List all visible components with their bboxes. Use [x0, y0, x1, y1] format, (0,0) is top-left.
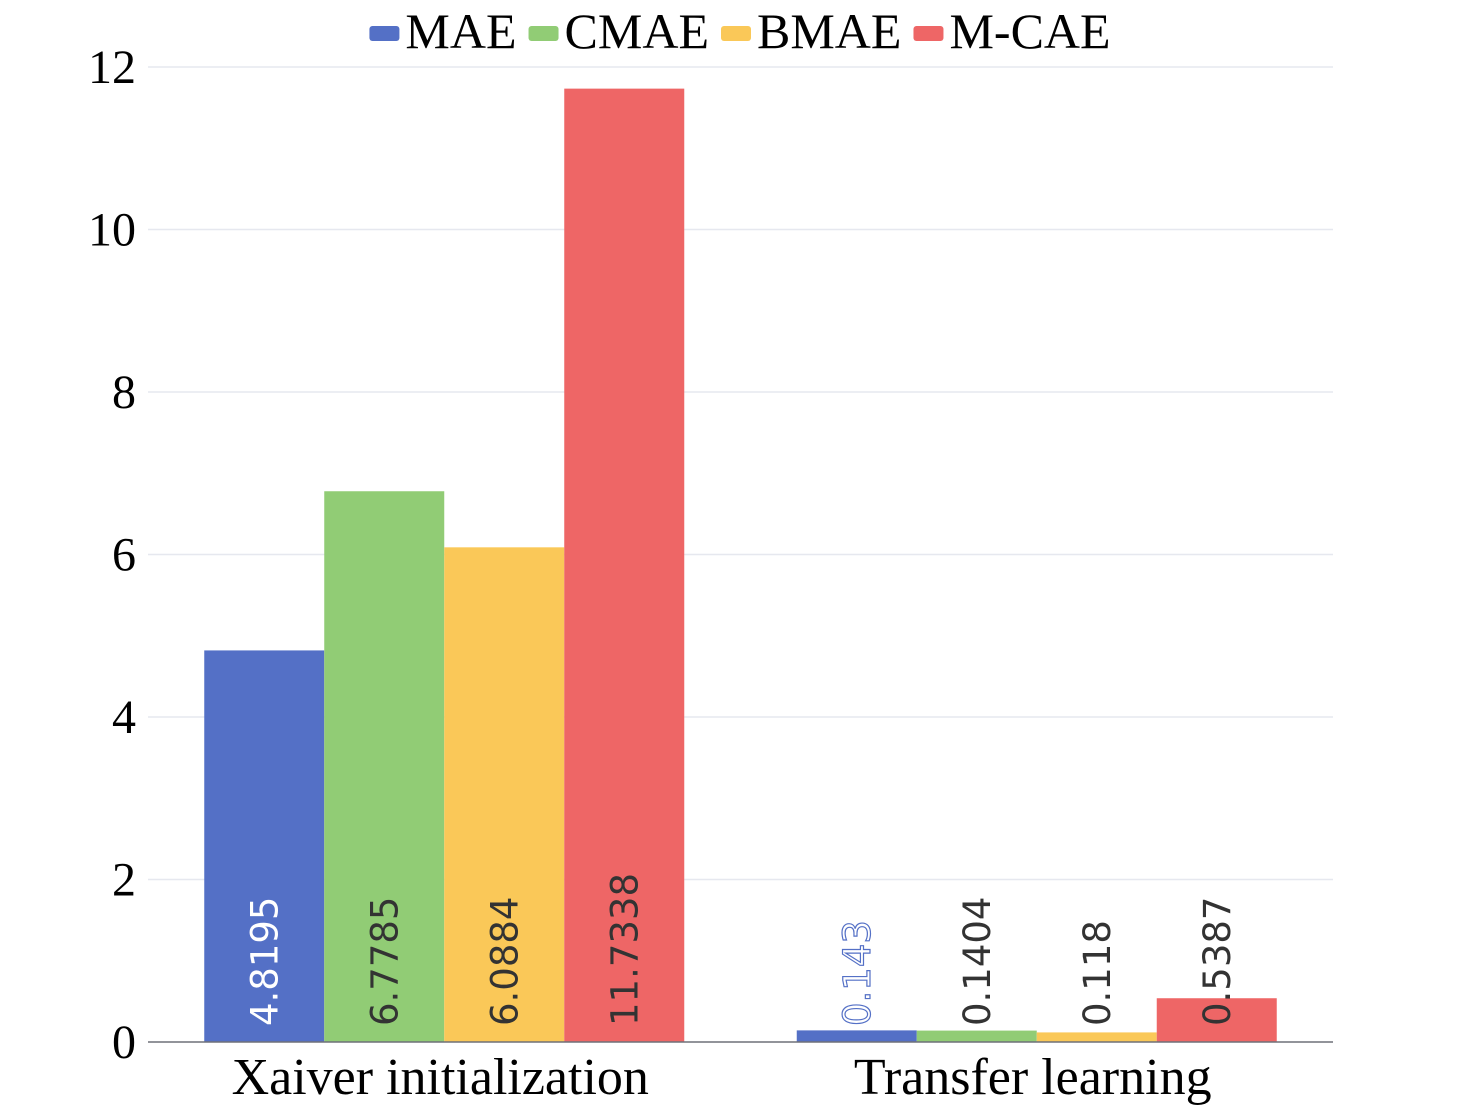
legend-label: MAE — [405, 3, 516, 59]
legend-swatch — [913, 26, 944, 41]
y-tick-label: 12 — [88, 41, 136, 94]
legend-item-bmae[interactable]: BMAE — [721, 3, 901, 59]
data-label: 0.143 — [836, 920, 879, 1026]
data-label: 6.0884 — [483, 897, 526, 1026]
bar-bmae-1 — [1036, 1032, 1157, 1042]
bar-mae-0 — [204, 650, 325, 1042]
data-label: 0.118 — [1076, 920, 1119, 1026]
legend-label: BMAE — [757, 3, 901, 59]
bar-cmae-0 — [324, 491, 445, 1042]
data-label: 0.1404 — [956, 897, 999, 1026]
bar-layer — [204, 88, 1277, 1042]
y-tick-label: 0 — [112, 1016, 136, 1069]
data-label: 0.5387 — [1196, 897, 1239, 1026]
legend-label: CMAE — [565, 3, 709, 59]
legend-swatch — [369, 26, 400, 41]
bar-m-cae-0 — [564, 88, 685, 1042]
data-label: 4.8195 — [243, 897, 286, 1026]
y-tick-label: 8 — [112, 366, 136, 419]
data-label-layer: 4.8195 6.7785 6.0884 11.7338 0.143 0.1404 0.11… — [243, 873, 1239, 1027]
x-category-label: Transfer learning — [854, 1049, 1212, 1106]
legend-swatch — [721, 26, 751, 41]
legend: MAE CMAE BMAE M-CAE — [369, 3, 1111, 59]
x-category-label: Xaiver initialization — [232, 1049, 649, 1106]
bar-mae-1 — [796, 1030, 917, 1042]
bar-m-cae-1 — [1156, 998, 1277, 1042]
y-tick-label: 6 — [112, 529, 136, 582]
legend-item-mae[interactable]: MAE — [369, 3, 517, 59]
y-tick-label: 10 — [88, 204, 136, 257]
y-tick-label: 2 — [112, 854, 136, 907]
bar-bmae-0 — [444, 547, 565, 1042]
bar-cmae-1 — [916, 1030, 1037, 1042]
y-tick-label: 4 — [112, 691, 136, 744]
legend-swatch — [528, 26, 559, 41]
legend-item-cmae[interactable]: CMAE — [528, 3, 709, 59]
axis-layer: 0 2 4 6 8 10 12 Xaiver initialization Transfer l… — [88, 41, 1333, 1106]
legend-item-m-cae[interactable]: M-CAE — [913, 3, 1111, 59]
data-label: 11.7338 — [603, 873, 646, 1026]
data-label: 6.7785 — [363, 897, 406, 1026]
legend-label: M-CAE — [949, 3, 1110, 59]
